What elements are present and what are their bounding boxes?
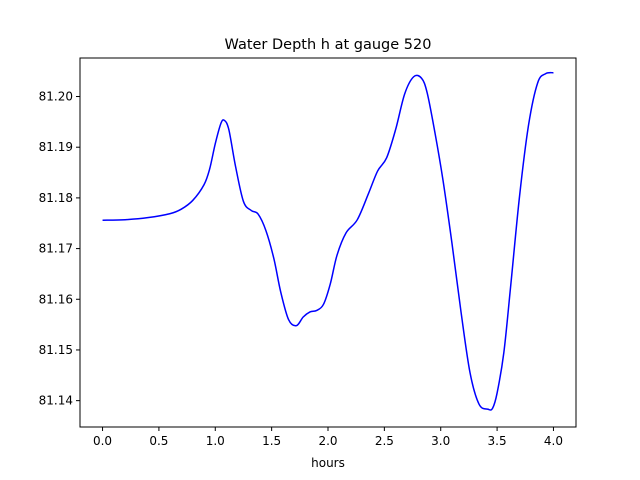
y-tick-label: 81.20 xyxy=(39,90,73,104)
x-tick-label: 1.5 xyxy=(262,434,281,448)
axes-frame xyxy=(79,57,577,428)
y-tick-label: 81.17 xyxy=(39,242,73,256)
y-tick-label: 81.14 xyxy=(39,394,73,408)
x-tick-label: 2.5 xyxy=(375,434,394,448)
x-tick-label: 4.0 xyxy=(544,434,563,448)
y-tick-label: 81.16 xyxy=(39,292,73,306)
series-line-0 xyxy=(102,71,554,411)
y-tick-label: 81.18 xyxy=(39,191,73,205)
x-tick-label: 1.0 xyxy=(206,434,225,448)
x-tick-label: 0.5 xyxy=(149,434,168,448)
plot-area xyxy=(102,71,554,411)
x-tick-label: 3.0 xyxy=(431,434,450,448)
axis-ticks: 0.0 0.5 1.0 1.5 2.0 2.5 3.0 3.5 4.0 81.14 81.15 81.… xyxy=(39,90,563,448)
x-tick-label: 0.0 xyxy=(93,434,112,448)
x-axis-label: hours xyxy=(311,456,345,470)
y-tick-label: 81.19 xyxy=(39,140,73,154)
chart-title: Water Depth h at gauge 520 xyxy=(225,37,432,53)
x-tick-label: 2.0 xyxy=(318,434,337,448)
x-tick-label: 3.5 xyxy=(488,434,507,448)
y-tick-label: 81.15 xyxy=(39,343,73,357)
